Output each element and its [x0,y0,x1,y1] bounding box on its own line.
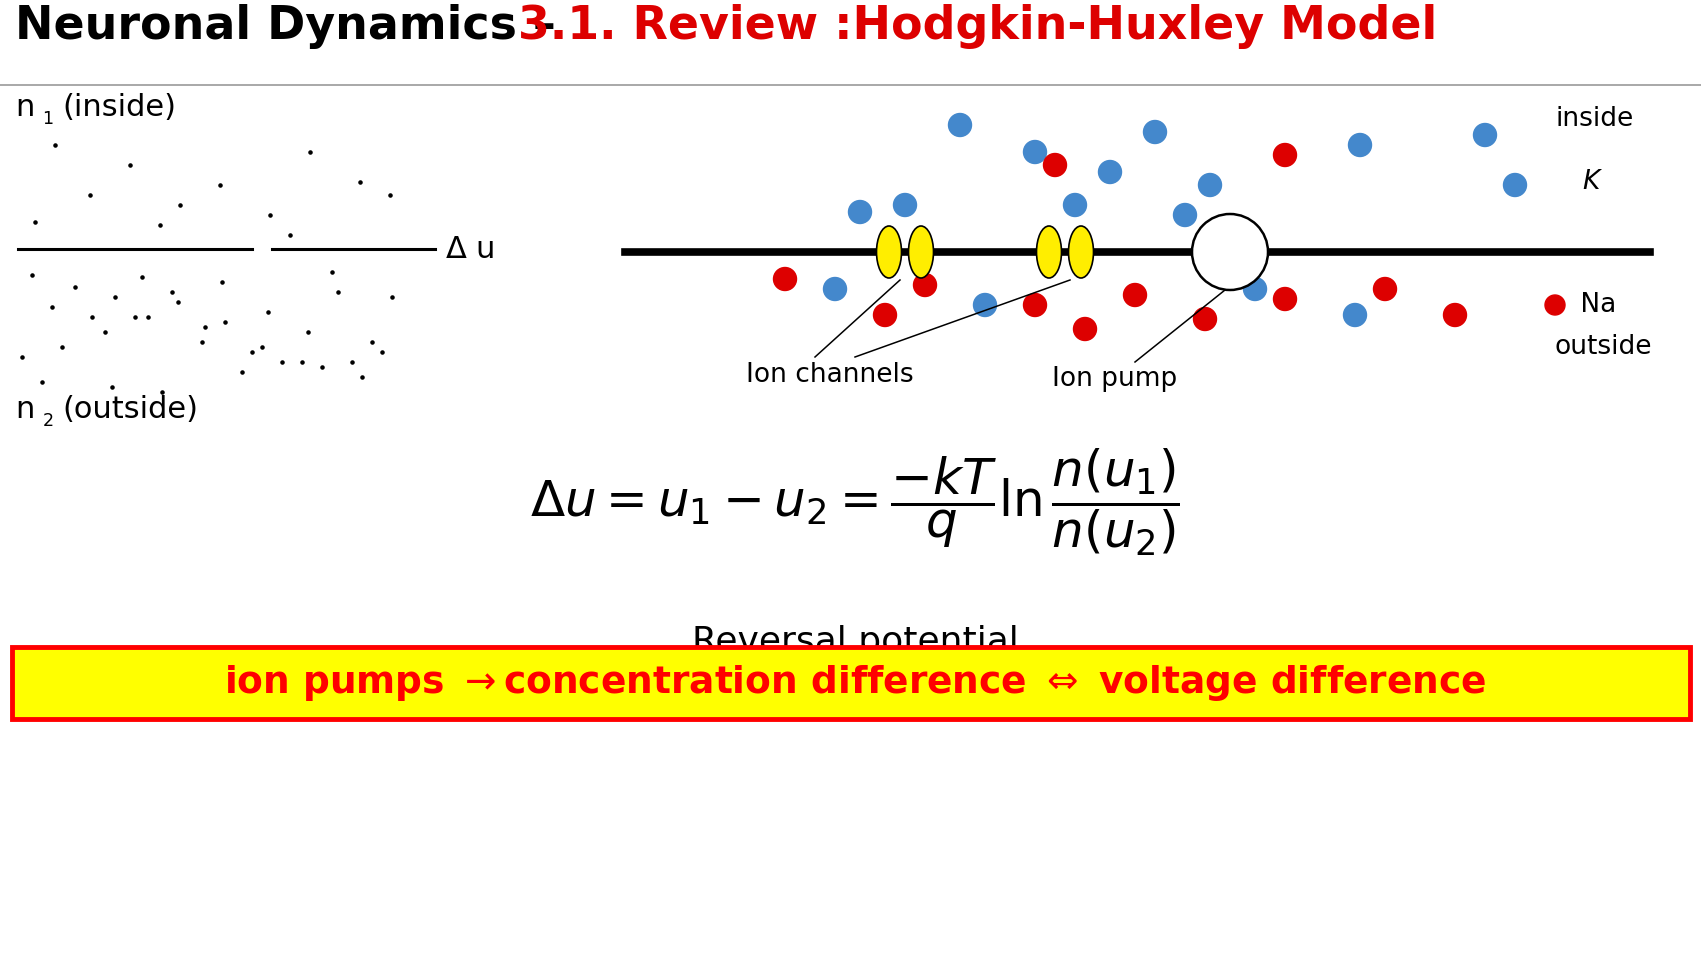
Text: n: n [15,394,34,424]
Text: Na: Na [1572,292,1616,318]
Circle shape [1194,307,1216,330]
Text: Ion pump: Ion pump [1053,366,1177,392]
Circle shape [973,294,997,317]
Bar [12,647,1691,719]
Circle shape [1349,133,1371,157]
Ellipse shape [908,226,934,278]
Text: 3.1. Review :Hodgkin-Huxley Model: 3.1. Review :Hodgkin-Huxley Model [519,5,1437,50]
Text: K: K [1582,169,1599,195]
Text: $_1$: $_1$ [43,103,54,127]
Text: Neuronal Dynamics –: Neuronal Dynamics – [15,5,572,50]
Circle shape [913,274,937,297]
Text: inside: inside [1555,106,1633,132]
Text: outside: outside [1555,334,1652,360]
Circle shape [893,193,917,216]
Circle shape [1545,295,1565,315]
Circle shape [1063,193,1087,216]
Circle shape [1444,303,1466,326]
Ellipse shape [1068,226,1094,278]
Text: $\Delta$ u: $\Delta$ u [446,234,495,263]
Circle shape [1199,173,1221,196]
Circle shape [1344,303,1366,326]
Circle shape [849,201,871,224]
Circle shape [1373,278,1397,300]
Circle shape [1043,153,1067,176]
Text: $\Delta u = u_1 - u_2 = \dfrac{-kT}{q} \ln \dfrac{n(u_1)}{n(u_2)}$: $\Delta u = u_1 - u_2 = \dfrac{-kT}{q} \… [531,446,1180,558]
Circle shape [1243,278,1267,300]
Circle shape [1274,144,1296,167]
Text: Ion channels: Ion channels [747,362,913,388]
Text: n: n [15,93,34,122]
Circle shape [874,303,896,326]
Circle shape [1274,287,1296,310]
Text: (outside): (outside) [61,394,197,424]
Circle shape [1174,204,1196,227]
Circle shape [1143,121,1167,144]
Text: (inside): (inside) [61,93,175,122]
Circle shape [1024,294,1046,317]
Circle shape [774,268,796,291]
Circle shape [823,278,847,300]
Circle shape [1099,161,1121,184]
Circle shape [1024,141,1046,164]
Circle shape [1123,283,1146,306]
Text: ion pumps $\rightarrow$concentration difference $\Leftrightarrow$ voltage differ: ion pumps $\rightarrow$concentration dif… [225,663,1487,703]
Circle shape [1073,318,1097,341]
Circle shape [949,114,971,137]
Text: $_2$: $_2$ [43,405,54,429]
Ellipse shape [1036,226,1061,278]
Circle shape [1192,214,1267,290]
Ellipse shape [876,226,902,278]
Text: Reversal potential: Reversal potential [692,625,1019,659]
Circle shape [1473,123,1497,146]
Circle shape [1504,173,1526,196]
